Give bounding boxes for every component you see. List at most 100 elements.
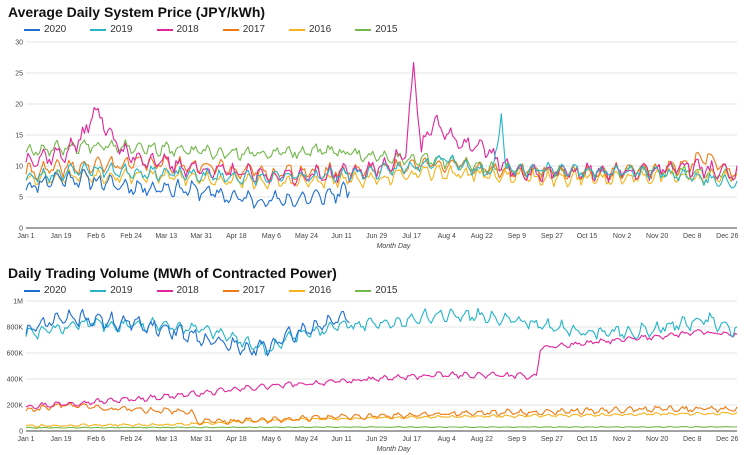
volume-x-tick-label: Dec 26: [716, 436, 738, 443]
price-y-tick-label: 0: [19, 226, 23, 233]
price-series-2019: [25, 113, 738, 189]
legend-label: 2019: [110, 24, 133, 35]
volume-series-2015: [25, 425, 738, 429]
legend-swatch: [289, 289, 305, 292]
volume-x-tick-label: Sep 27: [541, 436, 563, 443]
price-x-tick-label: Nov 20: [646, 233, 668, 240]
volume-chart-title: Daily Trading Volume (MWh of Contracted …: [8, 265, 337, 281]
price-x-tick-label: Jun 29: [366, 233, 387, 240]
volume-legend: 2020 2019 2018 2017 2016 2015: [24, 285, 422, 296]
legend-swatch: [90, 289, 107, 292]
legend-swatch: [24, 28, 40, 31]
volume-legend-item-2018[interactable]: 2018: [156, 285, 199, 296]
volume-x-tick-label: Jun 11: [331, 436, 352, 443]
price-x-tick-label: Feb 6: [87, 233, 105, 240]
legend-swatch: [355, 289, 372, 292]
volume-y-tick-label: 800K: [7, 325, 24, 332]
price-legend-item-2020[interactable]: 2020: [24, 24, 66, 35]
price-legend-item-2018[interactable]: 2018: [156, 24, 199, 35]
volume-x-tick-label: Jan 19: [51, 436, 72, 443]
legend-swatch: [355, 28, 372, 31]
legend-label: 2015: [375, 285, 398, 296]
price-legend-item-2017[interactable]: 2017: [222, 24, 265, 35]
volume-x-tick-label: Jun 29: [366, 436, 387, 443]
legend-label: 2020: [44, 24, 67, 35]
legend-label: 2017: [242, 24, 265, 35]
price-y-tick-label: 30: [15, 40, 23, 47]
volume-series-2019: [25, 307, 738, 356]
volume-chart: Daily Trading Volume (MWh of Contracted …: [0, 262, 744, 455]
volume-x-tick-label: May 6: [262, 436, 281, 443]
price-x-tick-label: Jul 17: [402, 233, 421, 240]
price-y-tick-label: 10: [15, 164, 23, 171]
volume-x-tick-label: Apr 18: [226, 436, 247, 443]
volume-x-tick-label: Aug 4: [438, 436, 456, 443]
volume-legend-item-2015[interactable]: 2015: [355, 285, 398, 296]
price-x-tick-label: Mar 31: [190, 233, 212, 240]
price-legend-item-2019[interactable]: 2019: [90, 24, 133, 35]
price-x-tick-label: Jan 19: [51, 233, 72, 240]
volume-x-tick-label: May 24: [295, 436, 318, 443]
legend-swatch: [222, 28, 239, 31]
price-x-tick-label: Oct 15: [577, 233, 598, 240]
volume-legend-item-2019[interactable]: 2019: [90, 285, 133, 296]
volume-x-tick-label: Aug 22: [471, 436, 493, 443]
legend-label: 2020: [44, 285, 67, 296]
price-y-tick-label: 15: [15, 133, 23, 140]
price-series-2016: [25, 164, 738, 190]
legend-label: 2015: [375, 24, 398, 35]
legend-label: 2016: [309, 24, 332, 35]
volume-y-tick-label: 1M: [13, 299, 23, 306]
legend-swatch: [222, 289, 239, 292]
price-legend: 2020 2019 2018 2017 2016 2015: [24, 24, 422, 35]
price-chart: Average Daily System Price (JPY/kWh) 202…: [8, 4, 738, 250]
volume-x-tick-label: Sep 9: [508, 436, 526, 443]
volume-x-tick-label: Nov 20: [646, 436, 668, 443]
volume-y-tick-label: 600K: [7, 351, 24, 358]
volume-legend-item-2016[interactable]: 2016: [289, 285, 331, 296]
legend-swatch: [24, 289, 40, 292]
volume-x-tick-label: Nov 2: [613, 436, 631, 443]
price-series-2020: [25, 169, 350, 209]
volume-legend-item-2017[interactable]: 2017: [222, 285, 265, 296]
volume-y-tick-label: 200K: [7, 403, 24, 410]
price-x-tick-label: Aug 22: [471, 233, 493, 240]
price-x-tick-label: May 6: [262, 233, 281, 240]
price-x-tick-label: Mar 13: [155, 233, 177, 240]
volume-y-tick-label: 400K: [7, 377, 24, 384]
legend-swatch: [90, 28, 107, 31]
price-legend-item-2016[interactable]: 2016: [289, 24, 331, 35]
volume-series-2018: [25, 329, 738, 410]
price-legend-item-2015[interactable]: 2015: [355, 24, 398, 35]
volume-y-tick-label: 0: [19, 429, 23, 436]
price-x-tick-label: Dec 8: [683, 233, 701, 240]
volume-series-2016: [25, 411, 738, 428]
price-y-tick-label: 20: [15, 102, 23, 109]
price-chart-title: Average Daily System Price (JPY/kWh): [8, 4, 266, 20]
legend-label: 2018: [176, 285, 199, 296]
volume-x-tick-label: Mar 13: [155, 436, 177, 443]
legend-swatch: [156, 28, 173, 31]
legend-label: 2016: [309, 285, 332, 296]
price-y-tick-label: 5: [19, 195, 23, 202]
volume-series-2020: [25, 308, 350, 357]
price-x-tick-label: Apr 18: [226, 233, 247, 240]
price-x-tick-label: May 24: [295, 233, 318, 240]
legend-label: 2019: [110, 285, 133, 296]
price-x-tick-label: Sep 27: [541, 233, 563, 240]
price-x-tick-label: Sep 9: [508, 233, 526, 240]
volume-series-2017: [25, 402, 738, 426]
price-x-tick-label: Feb 24: [120, 233, 142, 240]
volume-legend-item-2020[interactable]: 2020: [24, 285, 66, 296]
price-x-axis-title: Month Day: [377, 243, 411, 250]
price-x-tick-label: Jun 11: [331, 233, 352, 240]
volume-x-tick-label: Mar 31: [190, 436, 212, 443]
volume-x-tick-label: Feb 24: [120, 436, 142, 443]
price-x-tick-label: Aug 4: [438, 233, 456, 240]
price-x-tick-label: Jan 1: [17, 233, 34, 240]
legend-label: 2017: [242, 285, 265, 296]
price-y-tick-label: 25: [15, 71, 23, 78]
volume-plot: 0 200K 400K 600K 800K 1M Jan 1 Jan 19 Feb 6 Feb 2…: [7, 299, 739, 454]
legend-label: 2018: [176, 24, 199, 35]
price-x-tick-label: Nov 2: [613, 233, 631, 240]
